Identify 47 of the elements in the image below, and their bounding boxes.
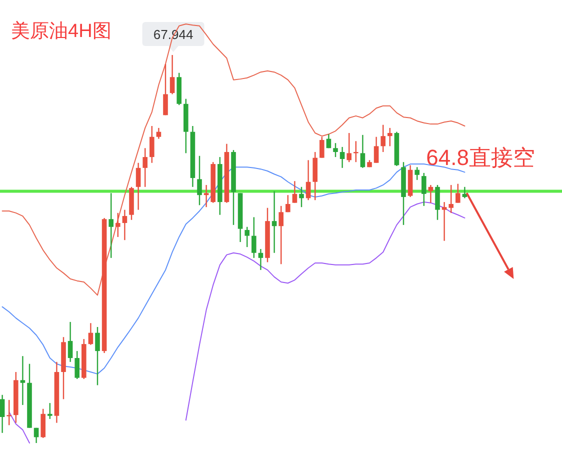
candlestick [20,355,26,406]
candlestick [150,125,154,164]
candlestick [136,162,141,210]
candlestick [374,136,379,164]
candlestick [435,184,440,220]
candlestick [320,136,324,158]
candlestick [272,190,277,254]
candlestick [204,184,209,208]
candlestick [278,205,284,265]
chart-title: 美原油4H图 [11,20,112,42]
candlestick [244,226,250,248]
candlestick [170,54,175,95]
candlestick [122,209,128,241]
candlestick [292,180,298,204]
candlestick [346,132,352,163]
candlestick [95,326,100,386]
candlestick [456,183,460,204]
candlestick [340,146,345,169]
candlestick [306,160,311,201]
candlestick [6,399,12,426]
candlestick [380,124,386,153]
candlestick [326,134,332,149]
candlestick [74,350,80,380]
candlestick [197,155,202,206]
candlestick [388,127,392,147]
candlestick [40,408,46,439]
candlestick [163,63,168,116]
candlestick [142,148,148,188]
candlestick [108,192,114,259]
candlestick [252,216,256,259]
candlestick [34,427,39,444]
candlestick [116,212,120,238]
candlestick [299,186,304,208]
candlestick [333,142,338,158]
candlestick [286,194,290,213]
candlestick [48,402,52,420]
candlestick [68,321,73,363]
candlestick [442,201,447,242]
candlestick [414,166,420,181]
candlestick [360,134,366,169]
candlestick [448,184,454,214]
candlestick [0,394,5,434]
candlestick [88,322,94,346]
candlestick [258,248,264,271]
ref-line-label: 64.8直接空 [426,145,535,170]
candlestick [422,172,426,207]
candlestick [156,127,162,140]
